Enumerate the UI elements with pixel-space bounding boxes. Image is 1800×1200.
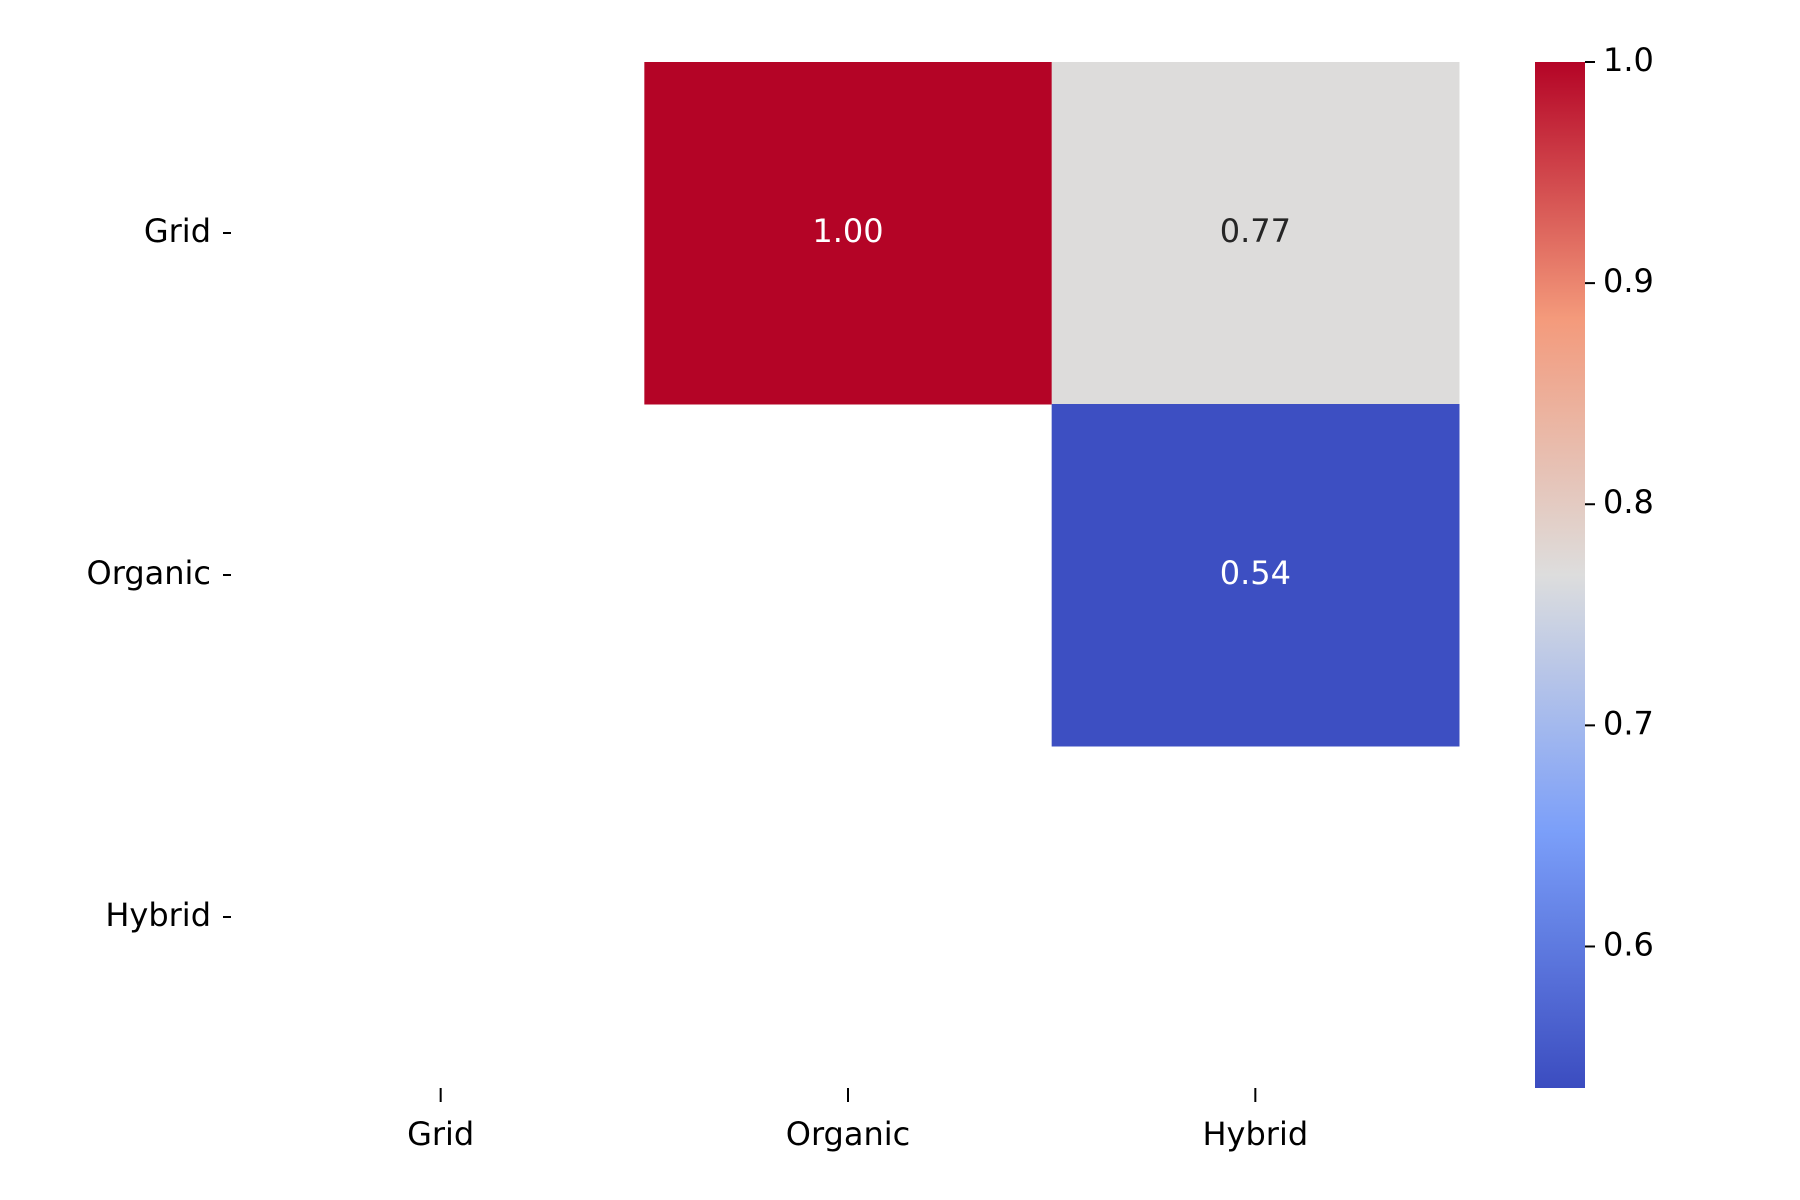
x-tick-label: Hybrid xyxy=(1202,1115,1308,1153)
y-tick-label: Grid xyxy=(144,212,211,250)
colorbar-tick-label: 0.9 xyxy=(1603,262,1654,300)
heatmap-cell xyxy=(644,62,1053,405)
cell-label: 1.00 xyxy=(812,212,883,250)
x-tick-label: Grid xyxy=(407,1115,474,1153)
colorbar-tick-label: 0.8 xyxy=(1603,483,1654,521)
colorbar-tick-label: 0.7 xyxy=(1603,704,1654,742)
heatmap-cell xyxy=(1051,62,1460,405)
colorbar-tick-label: 0.6 xyxy=(1603,925,1654,963)
y-tick-label: Organic xyxy=(87,554,211,592)
x-tick-label: Organic xyxy=(786,1115,910,1153)
y-tick-label: Hybrid xyxy=(105,896,211,934)
colorbar xyxy=(1535,62,1585,1088)
colorbar-tick-label: 1.0 xyxy=(1603,41,1654,79)
cell-label: 0.54 xyxy=(1220,554,1291,592)
heatmap-cell xyxy=(1051,404,1460,747)
cell-label: 0.77 xyxy=(1220,212,1291,250)
